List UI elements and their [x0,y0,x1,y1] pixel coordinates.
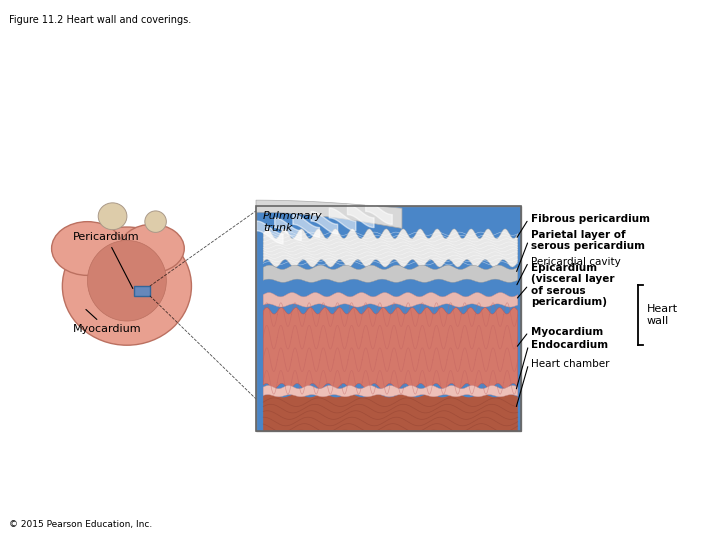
Text: Epicardium
(visceral layer
of serous
pericardium): Epicardium (visceral layer of serous per… [531,262,614,307]
Text: Fibrous pericardium: Fibrous pericardium [531,214,649,224]
Bar [256,206,521,431]
Polygon shape [264,293,518,307]
Ellipse shape [98,203,127,230]
Text: Pericardial cavity: Pericardial cavity [531,257,621,267]
Polygon shape [264,229,518,267]
Text: Myocardium: Myocardium [73,309,142,334]
Ellipse shape [145,211,166,232]
Ellipse shape [120,224,184,273]
Text: Myocardium: Myocardium [531,327,603,337]
Text: Parietal layer of
serous pericardium: Parietal layer of serous pericardium [531,230,644,251]
Text: © 2015 Pearson Education, Inc.: © 2015 Pearson Education, Inc. [9,520,152,529]
Ellipse shape [87,240,166,321]
Polygon shape [264,386,518,397]
Polygon shape [264,308,518,389]
Text: Endocardium: Endocardium [531,340,608,350]
Ellipse shape [52,221,123,275]
Text: Pericardium: Pericardium [73,232,140,288]
Text: Pulmonary
trunk: Pulmonary trunk [264,211,323,233]
Polygon shape [256,200,402,228]
Bar [134,286,150,296]
Text: Figure 11.2 Heart wall and coverings.: Figure 11.2 Heart wall and coverings. [9,15,191,25]
Polygon shape [264,394,518,431]
Polygon shape [264,265,518,282]
Bar [256,206,521,431]
Text: Heart
wall: Heart wall [647,305,678,326]
Ellipse shape [63,227,192,345]
Text: Heart chamber: Heart chamber [531,359,609,369]
